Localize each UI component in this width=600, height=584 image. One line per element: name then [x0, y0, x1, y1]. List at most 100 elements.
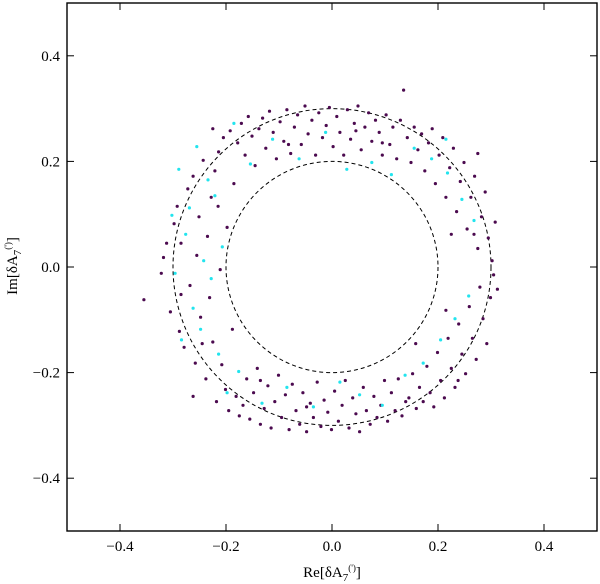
y-axis-label: Im[δA7(')]	[3, 237, 24, 295]
data-point-dark	[364, 409, 368, 413]
data-point-dark	[391, 125, 395, 129]
data-point-dark	[354, 412, 358, 416]
data-point-dark	[220, 363, 224, 367]
data-point-dark	[243, 153, 247, 157]
data-point-dark	[278, 120, 282, 124]
plot-frame	[66, 2, 598, 532]
data-point-dark	[322, 398, 326, 402]
data-point-dark	[375, 415, 379, 420]
data-point-dark	[455, 210, 459, 214]
data-point-dark	[285, 108, 289, 112]
data-point-dark	[199, 315, 203, 319]
data-point-cyan	[445, 171, 450, 175]
data-point-dark	[345, 108, 349, 112]
data-point-dark	[417, 385, 422, 389]
data-point-dark	[282, 139, 286, 143]
data-point-dark	[248, 417, 252, 421]
data-point-cyan	[460, 197, 464, 201]
data-point-dark	[444, 195, 448, 199]
data-point-dark	[368, 422, 372, 426]
data-point-dark	[367, 111, 371, 115]
data-point-dark	[269, 426, 273, 430]
data-point-dark	[411, 372, 415, 376]
data-point-dark	[349, 137, 353, 141]
data-point-dark	[218, 268, 222, 272]
data-point-dark	[298, 422, 302, 426]
data-point-dark	[478, 285, 482, 289]
data-point-dark	[197, 215, 201, 219]
data-point-cyan	[184, 232, 188, 236]
data-point-dark	[234, 394, 238, 398]
data-point-dark	[221, 136, 225, 140]
axis-ticks	[67, 3, 597, 531]
data-point-dark	[420, 132, 424, 136]
data-point-dark	[449, 366, 453, 370]
data-point-dark	[465, 227, 469, 231]
data-point-cyan	[195, 145, 199, 149]
data-point-cyan	[297, 157, 301, 161]
data-point-dark	[273, 400, 277, 404]
data-point-cyan	[232, 121, 236, 125]
data-point-dark	[446, 336, 450, 340]
data-point-dark	[239, 121, 243, 125]
data-point-dark	[271, 130, 275, 134]
data-point-dark	[457, 322, 461, 326]
data-point-dark	[354, 129, 358, 133]
data-point-dark	[490, 259, 494, 263]
data-point-dark	[315, 380, 319, 384]
data-point-dark	[460, 352, 464, 356]
x-tick-label: −0.4	[106, 539, 134, 555]
data-point-dark	[186, 187, 190, 191]
data-point-dark	[308, 401, 312, 405]
data-point-dark	[382, 378, 387, 383]
data-point-dark	[486, 236, 490, 240]
data-point-cyan	[260, 401, 264, 405]
data-point-dark	[225, 225, 229, 229]
data-point-cyan	[324, 130, 328, 134]
data-point-dark	[172, 222, 176, 226]
data-point-dark	[430, 127, 434, 131]
data-point-dark	[253, 164, 257, 168]
data-point-dark	[414, 406, 418, 411]
data-point-dark	[470, 336, 474, 340]
data-point-cyan	[467, 294, 471, 298]
data-point-cyan	[237, 369, 241, 374]
data-point-cyan	[248, 162, 252, 166]
data-point-dark	[276, 373, 281, 377]
data-point-dark	[451, 146, 455, 150]
reference-circle	[172, 108, 492, 426]
data-point-cyan	[380, 403, 384, 407]
data-point-dark	[211, 340, 215, 344]
data-point-dark	[414, 342, 418, 346]
data-point-dark	[299, 142, 303, 147]
data-point-dark	[386, 419, 390, 423]
y-tick-label: 0.4	[41, 49, 60, 65]
data-point-dark	[395, 157, 399, 161]
data-point-dark	[246, 114, 250, 119]
data-point-dark	[179, 241, 183, 245]
x-tick-label: 0.2	[429, 539, 448, 555]
data-point-dark	[290, 382, 294, 386]
data-point-dark	[388, 142, 392, 147]
data-point-dark	[245, 377, 249, 381]
data-point-dark	[393, 409, 397, 413]
data-point-dark	[456, 378, 460, 383]
data-point-cyan	[179, 338, 184, 342]
data-point-cyan	[173, 271, 177, 275]
data-point-dark	[175, 204, 179, 208]
x-tick-label: 0.0	[323, 539, 342, 555]
data-point-dark	[237, 414, 241, 418]
data-point-dark	[193, 361, 197, 365]
data-point-dark	[165, 241, 169, 245]
data-points	[142, 88, 499, 434]
data-point-dark	[458, 179, 462, 184]
data-point-dark	[428, 391, 432, 395]
data-point-dark	[227, 409, 231, 413]
reference-circles	[172, 108, 492, 426]
data-point-dark	[283, 393, 287, 397]
data-point-cyan	[430, 157, 434, 161]
y-tick-label: 0.0	[41, 260, 60, 276]
data-point-dark	[294, 409, 298, 413]
data-point-dark	[201, 158, 205, 162]
data-point-dark	[356, 104, 360, 108]
